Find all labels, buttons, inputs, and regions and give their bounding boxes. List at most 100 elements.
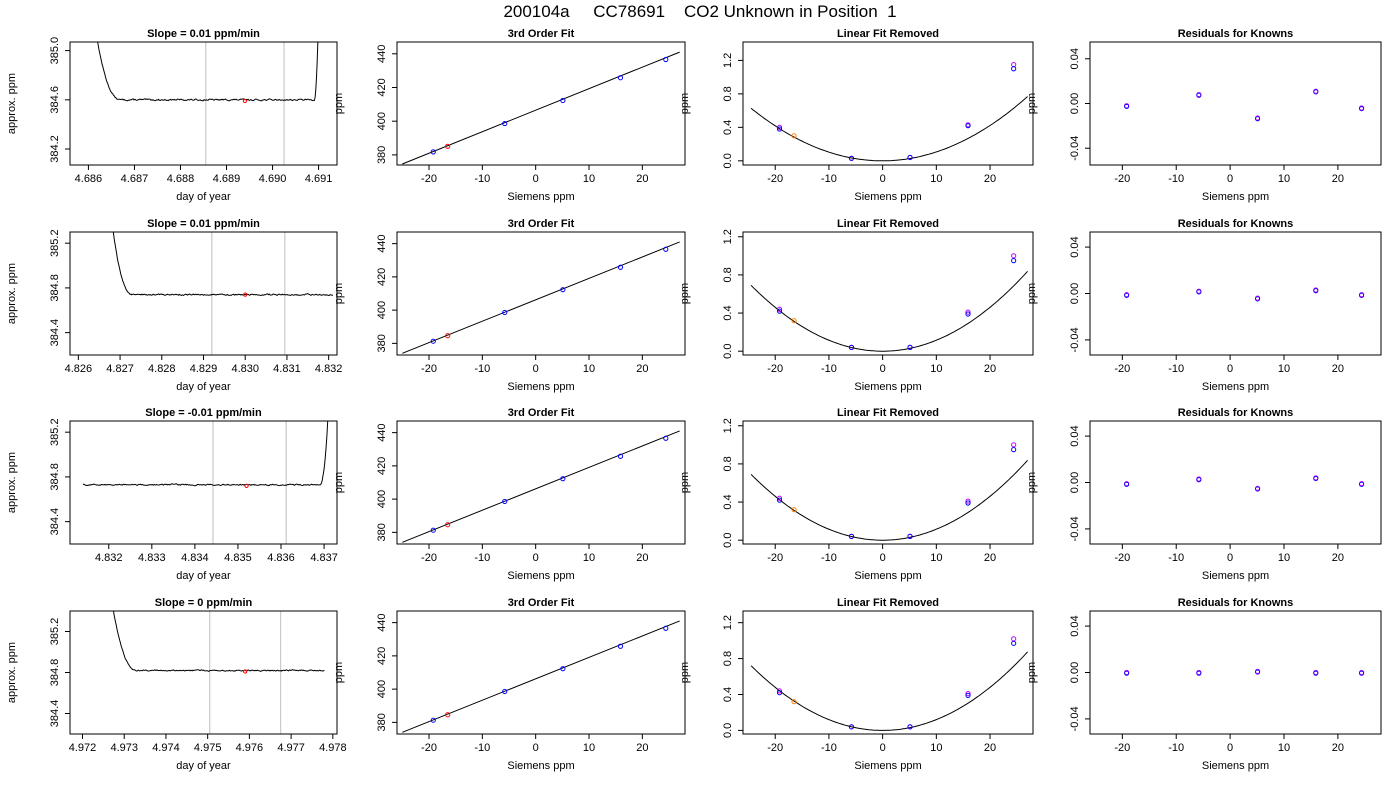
x-tick-label: 4.691 (305, 173, 333, 185)
x-tick-label: 4.831 (273, 363, 301, 375)
known-point-alt (776, 495, 783, 501)
x-tick-label: 4.829 (190, 363, 218, 375)
x-tick-label: -20 (421, 363, 437, 375)
ppm-trace (112, 232, 334, 297)
unknown-mean-point (243, 669, 248, 674)
plot-area (402, 51, 680, 165)
y-tick-label: 420 (376, 457, 388, 475)
plot-area (750, 61, 1028, 162)
x-tick-label: 0 (880, 363, 886, 375)
plot-area (750, 636, 1028, 731)
x-tick-label: -10 (1168, 173, 1184, 185)
y-tick-label: 0.00 (1069, 662, 1081, 683)
x-axis-label: Siemens ppm (854, 191, 921, 203)
known-point (1124, 670, 1130, 676)
y-tick-label: 0.4 (722, 305, 734, 320)
y-axis-label: ppm (679, 283, 691, 304)
known-point (1255, 669, 1261, 675)
x-tick-label: -20 (767, 173, 783, 185)
page-title: 200104a CC78691 CO2 Unknown in Position … (503, 2, 897, 21)
known-point-alt (965, 690, 971, 697)
x-tick-label: -10 (1168, 363, 1184, 375)
x-tick-label: -10 (474, 363, 490, 375)
x-tick-label: 10 (1278, 363, 1290, 375)
panel-r0-c0: Slope = 0.01 ppm/min day of year approx. p… (6, 28, 338, 203)
known-point (1255, 296, 1261, 302)
y-axis-label: ppm (333, 662, 345, 683)
y-tick-label: 0.00 (1069, 93, 1081, 114)
x-tick-label: -20 (1114, 742, 1130, 754)
plot-frame (69, 41, 338, 166)
known-point (1011, 66, 1017, 72)
panel-title: Residuals for Knowns (1178, 218, 1294, 230)
x-tick-label: 10 (583, 363, 595, 375)
x-axis-label: Siemens ppm (854, 760, 921, 772)
known-point (430, 527, 436, 533)
panel-r2-c1: 3rd Order Fit Siemens ppm ppm -20 -10 0 10 20 38… (333, 407, 686, 582)
known-point (1313, 476, 1319, 482)
known-point-alt (776, 124, 783, 130)
known-point (430, 149, 436, 155)
known-point (965, 123, 971, 129)
y-tick-label: 400 (376, 490, 388, 508)
plot-frame (1089, 420, 1382, 545)
known-point (560, 666, 566, 672)
x-tick-label: 4.828 (148, 363, 176, 375)
y-tick-label: 420 (376, 647, 388, 665)
panel-title: 3rd Order Fit (508, 28, 575, 40)
known-point (1196, 289, 1202, 295)
x-axis-label: Siemens ppm (507, 760, 574, 772)
panel-title: 3rd Order Fit (508, 597, 575, 609)
known-point (776, 497, 783, 503)
y-tick-label: 440 (376, 234, 388, 252)
known-point (776, 690, 783, 696)
known-point (965, 311, 971, 317)
unknown-point (445, 522, 451, 528)
y-tick-label: 0.8 (722, 456, 734, 471)
known-point-alt (776, 688, 783, 694)
y-axis-label: approx. ppm (6, 642, 18, 703)
x-axis-label: Siemens ppm (507, 381, 574, 393)
x-tick-label: 20 (1332, 742, 1344, 754)
y-axis-label: approx. ppm (6, 263, 18, 324)
plot-frame (396, 231, 686, 356)
plot-frame (742, 420, 1034, 545)
panel-r2-c3: Residuals for Knowns Siemens ppm ppm -20 -10… (1026, 407, 1382, 582)
y-tick-label: 380 (376, 713, 388, 731)
panel-title: Residuals for Knowns (1178, 407, 1294, 419)
known-point (617, 643, 624, 649)
y-tick-label: 1.2 (722, 615, 734, 630)
y-tick-label: 400 (376, 112, 388, 130)
unknown-point (445, 143, 451, 149)
y-tick-label: 0.00 (1069, 283, 1081, 304)
x-tick-label: 10 (583, 552, 595, 564)
known-point (1313, 288, 1319, 294)
unknown-point (791, 699, 797, 705)
x-tick-label: 4.686 (75, 173, 103, 185)
plot-area (1124, 475, 1365, 492)
y-tick-label: 380 (376, 334, 388, 352)
known-point (502, 498, 508, 505)
panel-title: Slope = -0.01 ppm/min (145, 407, 262, 419)
x-tick-label: -10 (474, 742, 490, 754)
x-tick-label: 4.833 (138, 552, 166, 564)
x-axis-label: Siemens ppm (1202, 760, 1269, 772)
y-tick-label: 0.00 (1069, 472, 1081, 493)
known-point (907, 344, 913, 350)
x-tick-label: 10 (930, 363, 942, 375)
y-tick-label: 0.8 (722, 267, 734, 282)
y-axis-label: ppm (333, 472, 345, 493)
unknown-point (791, 133, 797, 139)
known-point (1359, 106, 1365, 112)
x-axis-label: Siemens ppm (854, 381, 921, 393)
x-axis-label: Siemens ppm (1202, 570, 1269, 582)
x-tick-label: 10 (1278, 173, 1290, 185)
x-tick-label: 0 (1227, 742, 1233, 754)
panel-title: 3rd Order Fit (508, 218, 575, 230)
known-point-alt (776, 306, 783, 312)
plot-area (112, 611, 325, 734)
panel-title: Residuals for Knowns (1178, 597, 1294, 609)
y-tick-label: 0.8 (722, 651, 734, 666)
x-tick-label: 20 (636, 363, 648, 375)
